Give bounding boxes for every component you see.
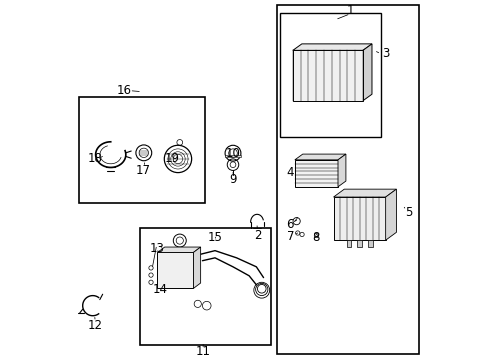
Text: 9: 9 — [229, 172, 236, 186]
Polygon shape — [292, 44, 371, 50]
Bar — [157, 252, 193, 288]
Text: 10: 10 — [225, 147, 240, 161]
Bar — [276, 5, 418, 354]
Text: 13: 13 — [149, 242, 164, 255]
Polygon shape — [193, 247, 200, 288]
Bar — [346, 240, 350, 247]
Text: 14: 14 — [152, 283, 167, 296]
Text: 1: 1 — [346, 4, 354, 17]
Text: 6: 6 — [285, 218, 293, 231]
Text: 8: 8 — [312, 231, 320, 244]
Text: 15: 15 — [207, 231, 222, 244]
Text: 4: 4 — [286, 166, 293, 179]
Text: 7: 7 — [287, 230, 294, 243]
Text: 19: 19 — [165, 152, 180, 166]
Text: 12: 12 — [87, 319, 102, 332]
Polygon shape — [157, 247, 200, 252]
Polygon shape — [362, 44, 371, 101]
Bar — [292, 50, 362, 101]
Text: 5: 5 — [405, 206, 412, 219]
Polygon shape — [333, 189, 396, 197]
Bar — [367, 240, 372, 247]
Bar — [294, 160, 337, 187]
Text: 18: 18 — [88, 152, 102, 166]
Polygon shape — [294, 154, 345, 160]
Bar — [357, 240, 361, 247]
Bar — [79, 97, 204, 203]
Text: 11: 11 — [195, 345, 210, 358]
Polygon shape — [385, 189, 396, 240]
Text: 3: 3 — [381, 48, 388, 60]
Bar — [333, 197, 385, 240]
Bar — [224, 155, 241, 157]
Text: 17: 17 — [135, 163, 150, 177]
Text: 2: 2 — [253, 229, 261, 242]
Bar — [280, 13, 380, 137]
Bar — [140, 228, 271, 345]
Polygon shape — [337, 154, 345, 187]
Text: 16: 16 — [116, 84, 131, 97]
